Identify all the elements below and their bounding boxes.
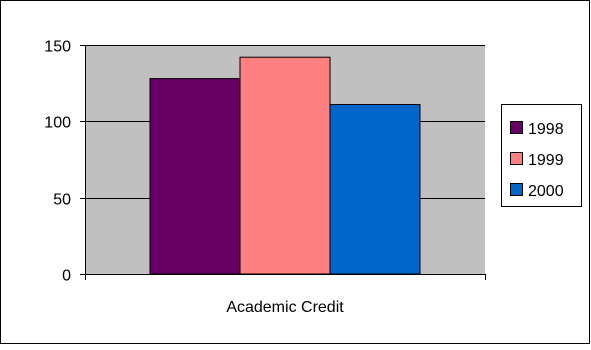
legend-swatch-2000 xyxy=(510,183,523,196)
bar-1998 xyxy=(149,78,241,275)
x-tick-label: Academic Credit xyxy=(226,299,344,316)
y-tick-label: 150 xyxy=(44,39,71,56)
axes: Academic Credit 0 50 100 150 xyxy=(44,39,486,316)
legend-swatch-1999 xyxy=(510,152,523,165)
legend: 1998 1999 2000 xyxy=(501,104,582,207)
legend-swatch-1998 xyxy=(510,121,523,134)
bar-1999 xyxy=(239,56,331,275)
y-tick-label: 50 xyxy=(53,192,71,209)
bar-2000 xyxy=(329,104,421,275)
legend-label-2000: 2000 xyxy=(528,183,564,200)
y-tick-label: 100 xyxy=(44,115,71,132)
legend-label-1998: 1998 xyxy=(528,121,564,138)
legend-label-1999: 1999 xyxy=(528,152,564,169)
y-tick-label: 0 xyxy=(62,268,71,285)
bars xyxy=(149,56,421,275)
